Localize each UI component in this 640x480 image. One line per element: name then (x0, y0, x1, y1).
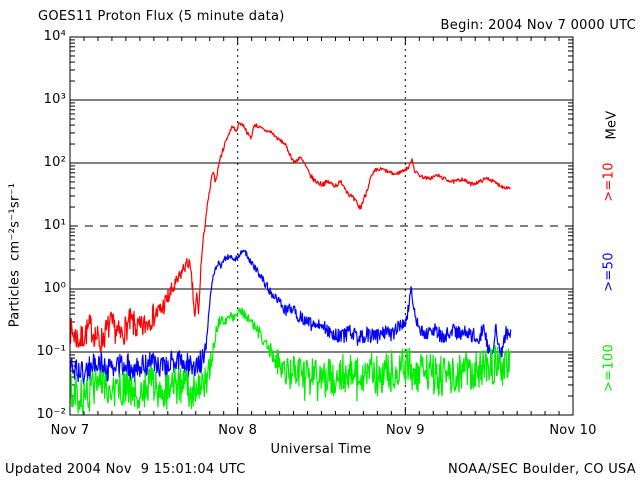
series-line-gte10 (69, 122, 511, 353)
series-line-gte100 (69, 307, 512, 415)
y-tick-label: 10¹ (43, 218, 66, 233)
y-tick-label: 10⁴ (43, 29, 66, 44)
unit-label-mev: MeV (604, 110, 620, 140)
y-tick-label: 10⁻¹ (36, 344, 66, 359)
y-tick-label: 10⁰ (43, 281, 66, 296)
series-label-gte100: >=100 (601, 343, 617, 393)
x-tick-label: Nov 7 (50, 423, 90, 438)
series-label-gte50: >=50 (601, 252, 617, 292)
y-tick-label: 10⁻² (36, 407, 66, 422)
x-axis-label: Universal Time (270, 442, 372, 457)
series-label-gte10: >=10 (601, 162, 617, 202)
source-label: NOAA/SEC Boulder, CO USA (447, 462, 636, 477)
y-tick-label: 10³ (43, 92, 66, 107)
series-line-gte50 (69, 249, 512, 385)
updated-label: Updated 2004 Nov 9 15:01:04 UTC (5, 462, 246, 477)
x-tick-label: Nov 9 (385, 423, 425, 438)
x-tick-label: Nov 10 (549, 423, 597, 438)
chart-title: GOES11 Proton Flux (5 minute data) (38, 9, 285, 24)
x-tick-label: Nov 8 (218, 423, 258, 438)
y-tick-label: 10² (43, 155, 66, 170)
begin-label: Begin: 2004 Nov 7 0000 UTC (440, 18, 636, 33)
plot-border (69, 36, 574, 416)
